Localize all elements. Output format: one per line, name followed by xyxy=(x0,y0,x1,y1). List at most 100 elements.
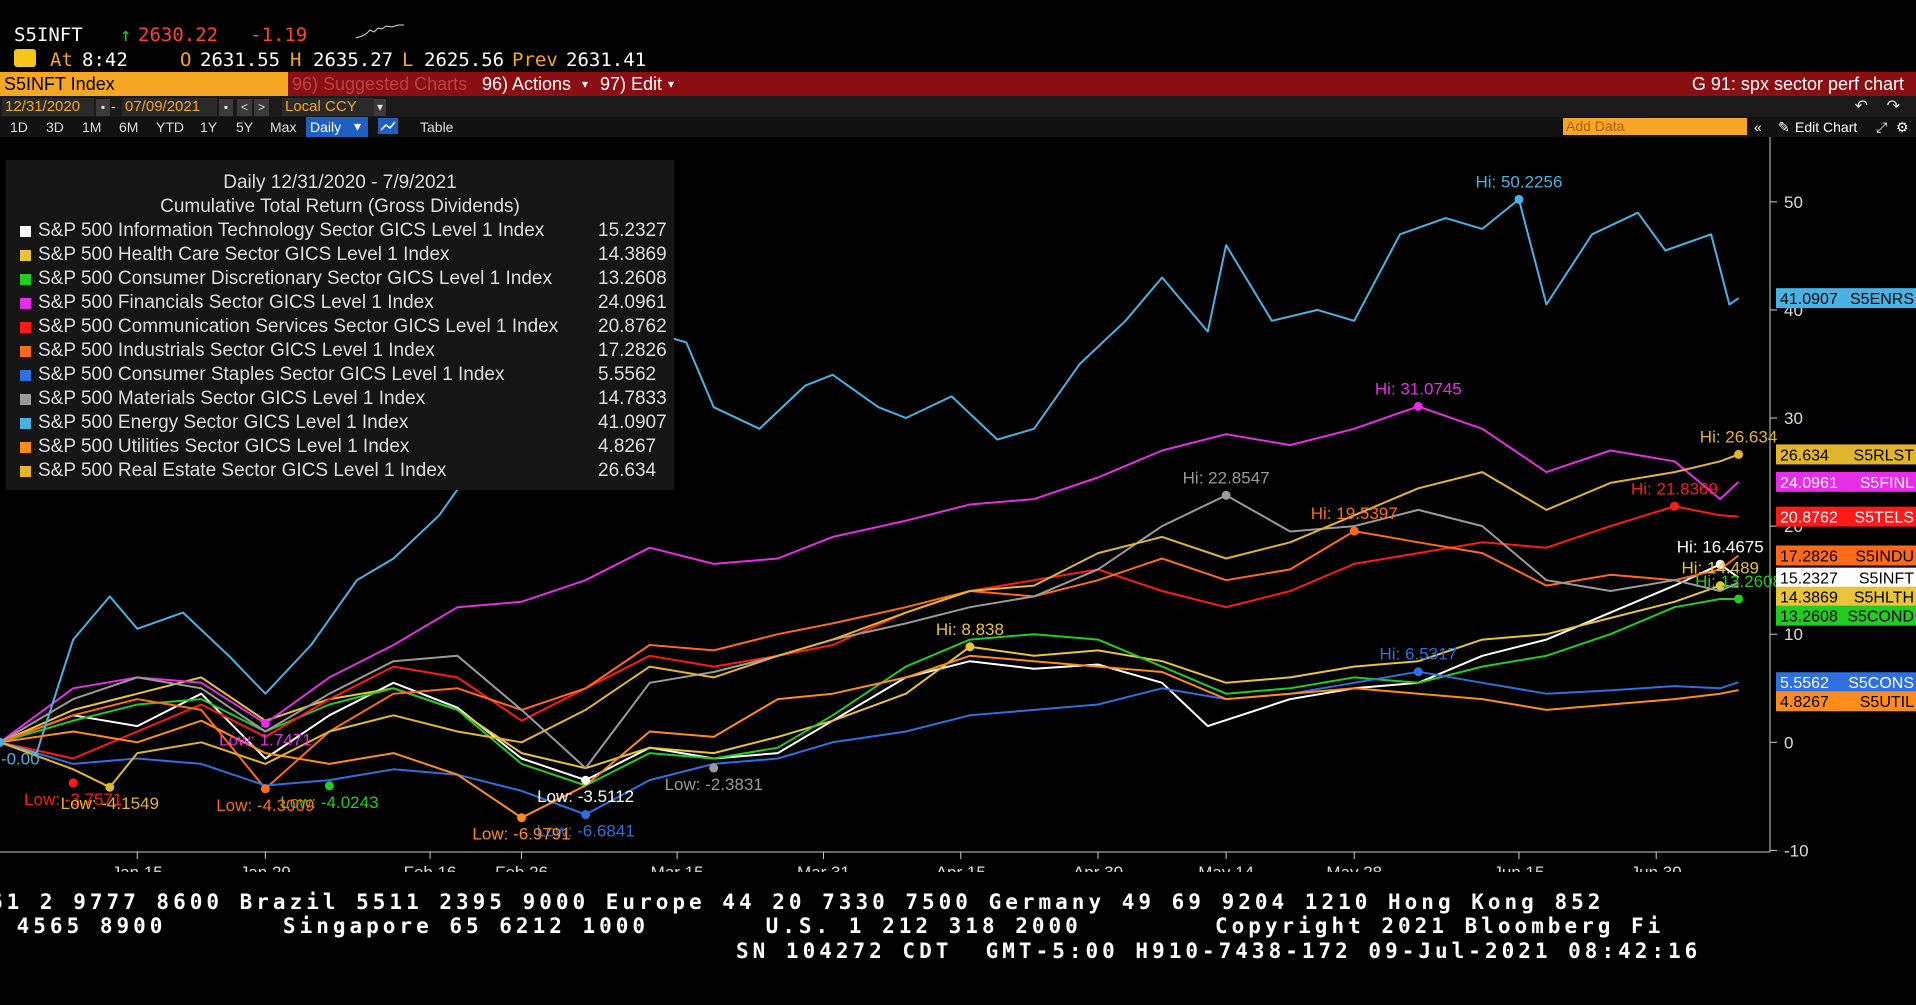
value-tag-ticker: S5COND xyxy=(1847,609,1914,626)
high-value: 2635.27 xyxy=(313,49,394,71)
line-chart-icon[interactable] xyxy=(378,118,398,134)
legend-series-value: 5.5562 xyxy=(598,364,657,385)
gauge-icon[interactable] xyxy=(14,49,36,67)
x-tick-label: May 28 xyxy=(1326,863,1382,872)
legend-item[interactable]: S&P 500 Communication Services Sector GI… xyxy=(16,316,667,340)
redo-icon[interactable]: ↷ xyxy=(1886,98,1900,115)
prev-period-icon[interactable]: < xyxy=(237,99,252,116)
legend-series-value: 20.8762 xyxy=(598,316,667,337)
low-value: 2625.56 xyxy=(424,49,505,71)
footer-ticker: 61 2 9777 8600 Brazil 5511 2395 9000 Eur… xyxy=(0,872,1916,1005)
quote-time: 8:42 xyxy=(82,49,128,71)
value-tag-value: 20.8762 xyxy=(1780,510,1838,527)
annotation-label: Hi: 16.4675 xyxy=(1677,537,1764,556)
annotation-label: Low: -2.3831 xyxy=(665,775,763,794)
annotation-marker xyxy=(1669,501,1679,511)
x-tick-label: Jan 15 xyxy=(112,863,163,872)
at-label: At xyxy=(50,49,73,71)
undo-icon[interactable]: ↶ xyxy=(1854,98,1868,115)
period-1y[interactable]: 1Y xyxy=(200,119,218,135)
legend-item[interactable]: S&P 500 Utilities Sector GICS Level 1 In… xyxy=(16,436,666,460)
legend-item[interactable]: S&P 500 Information Technology Sector GI… xyxy=(16,220,667,244)
end-calendar-icon[interactable]: ▪ xyxy=(219,99,233,116)
price-change: -1.19 xyxy=(250,24,308,46)
legend-subtitle: Cumulative Total Return (Gross Dividends… xyxy=(160,196,520,217)
value-tag-bg xyxy=(1776,506,1916,527)
next-period-icon[interactable]: > xyxy=(254,99,269,116)
period-3d[interactable]: 3D xyxy=(46,119,64,135)
legend-item[interactable]: S&P 500 Financials Sector GICS Level 1 I… xyxy=(16,292,667,316)
value-tag-bg xyxy=(1776,545,1916,566)
date-bar: 12/31/2020 ▪ - 07/09/2021 ▪ < > Local CC… xyxy=(0,96,1916,117)
pencil-icon[interactable]: ✎ xyxy=(1778,119,1790,135)
legend-item[interactable]: S&P 500 Energy Sector GICS Level 1 Index… xyxy=(16,412,667,436)
annotation-marker xyxy=(68,778,78,788)
value-tag-value: 41.0907 xyxy=(1780,291,1838,308)
add-data-input[interactable]: Add Data xyxy=(1563,118,1747,135)
period-max[interactable]: Max xyxy=(270,119,297,135)
legend-series-name: S&P 500 Utilities Sector GICS Level 1 In… xyxy=(38,436,410,457)
legend-swatch xyxy=(20,370,31,381)
y-tick-label: 10 xyxy=(1784,625,1803,644)
y-tick-label: 50 xyxy=(1784,193,1803,212)
legend-item[interactable]: S&P 500 Materials Sector GICS Level 1 In… xyxy=(16,388,667,412)
value-tag-value: 4.8267 xyxy=(1780,694,1829,711)
high-label: H xyxy=(290,49,302,71)
edit-chart-button[interactable]: Edit Chart xyxy=(1795,119,1858,135)
legend-series-value: 15.2327 xyxy=(598,220,667,241)
legend-item[interactable]: S&P 500 Consumer Staples Sector GICS Lev… xyxy=(16,364,666,388)
edit-chevron-down-icon[interactable]: ▾ xyxy=(668,77,675,91)
actions-menu[interactable]: 96) Actions xyxy=(482,74,572,94)
annotation-marker xyxy=(324,781,334,791)
currency-chevron-down-icon[interactable]: ▾ xyxy=(374,99,386,116)
legend-item[interactable]: S&P 500 Real Estate Sector GICS Level 1 … xyxy=(16,460,666,484)
value-tag-bg xyxy=(1776,288,1916,309)
period-5y[interactable]: 5Y xyxy=(236,119,254,135)
currency-select[interactable]: Local CCY xyxy=(282,98,374,116)
edit-menu[interactable]: 97) Edit xyxy=(600,74,663,94)
period-6m[interactable]: 6M xyxy=(119,119,139,135)
footer-line-3: SN 104272 CDT GMT-5:00 H910-7438-172 09-… xyxy=(736,939,1702,963)
period-1m[interactable]: 1M xyxy=(82,119,102,135)
legend-swatch xyxy=(20,466,31,477)
value-tag-ticker: S5FINL xyxy=(1860,475,1914,492)
annotation-label: Low: -3.5112 xyxy=(537,787,634,806)
ticker-label[interactable]: S5INFT xyxy=(14,24,83,46)
series-line-s5util xyxy=(0,654,1739,819)
value-tag-ticker: S5HLTH xyxy=(1854,590,1914,607)
annotation-marker xyxy=(1734,449,1744,459)
gear-icon[interactable]: ⚙ xyxy=(1896,119,1909,135)
legend-item[interactable]: S&P 500 Industrials Sector GICS Level 1 … xyxy=(16,340,667,364)
legend-item[interactable]: S&P 500 Consumer Discretionary Sector GI… xyxy=(16,268,667,292)
legend-series-name: S&P 500 Industrials Sector GICS Level 1 … xyxy=(38,340,435,361)
annotation-label: Hi: 26.634 xyxy=(1700,427,1778,446)
series-line-s5cond xyxy=(0,598,1739,787)
annotation-marker xyxy=(581,810,591,820)
annotation-marker xyxy=(709,763,719,773)
series-line-s5cons xyxy=(0,670,1739,816)
legend-swatch xyxy=(20,346,31,357)
annotation-marker xyxy=(1413,401,1423,411)
collapse-chevrons-icon[interactable]: « xyxy=(1754,119,1762,135)
end-date-input[interactable]: 07/09/2021 xyxy=(122,98,217,116)
x-tick-label: Feb 26 xyxy=(495,863,548,872)
annotation-marker xyxy=(1715,581,1725,591)
legend-series-name: S&P 500 Consumer Discretionary Sector GI… xyxy=(38,268,552,289)
actions-chevron-down-icon[interactable]: ▾ xyxy=(582,77,589,91)
period-1d[interactable]: 1D xyxy=(10,119,28,135)
annotation-label: Hi: 22.8547 xyxy=(1183,468,1270,487)
annotation-label: Low: 1.7471 xyxy=(219,730,312,749)
start-calendar-icon[interactable]: ▪ xyxy=(96,99,110,116)
start-date-input[interactable]: 12/31/2020 xyxy=(2,98,94,116)
frequency-select[interactable]: Daily ▾ xyxy=(306,117,368,137)
suggested-charts-button[interactable]: 96) Suggested Charts xyxy=(292,74,468,94)
legend-item[interactable]: S&P 500 Health Care Sector GICS Level 1 … xyxy=(16,244,667,268)
legend-series-name: S&P 500 Energy Sector GICS Level 1 Index xyxy=(38,412,409,433)
expand-icon[interactable]: ⤢ xyxy=(1876,119,1888,135)
x-tick-label: Mar 31 xyxy=(797,863,850,872)
value-tag-bg xyxy=(1776,471,1916,492)
period-ytd[interactable]: YTD xyxy=(156,119,184,135)
annotation-label: Low: -4.3009 xyxy=(216,796,314,815)
security-field[interactable]: S5INFT Index xyxy=(4,74,115,94)
table-button[interactable]: Table xyxy=(420,119,454,135)
